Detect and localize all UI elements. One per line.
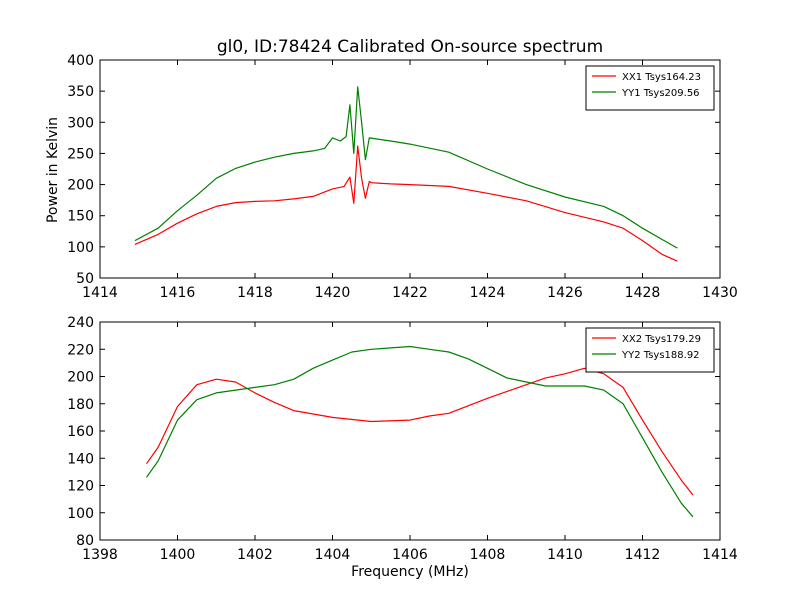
x-axis-label: Frequency (MHz) bbox=[351, 564, 469, 580]
legend-2: XX2 Tsys179.29 YY2 Tsys188.92 bbox=[585, 327, 715, 373]
x-tick-label: 1398 bbox=[82, 547, 118, 563]
legend-entry: YY1 Tsys209.56 bbox=[621, 88, 700, 99]
y-tick-label: 400 bbox=[67, 53, 94, 69]
y-tick-label: 350 bbox=[67, 84, 94, 100]
series-line-2-2 bbox=[146, 345, 694, 518]
y-tick-label: 220 bbox=[67, 342, 94, 358]
y-tick-label: 250 bbox=[67, 146, 94, 162]
x-tick-label: 1430 bbox=[702, 285, 738, 301]
x-tick-label: 1408 bbox=[470, 547, 506, 563]
series-line-1-2 bbox=[134, 86, 678, 249]
x-tick-label: 1412 bbox=[625, 547, 661, 563]
x-tick-label: 1414 bbox=[702, 547, 738, 563]
y-tick-label: 180 bbox=[67, 397, 94, 413]
x-tick-label: 1402 bbox=[237, 547, 273, 563]
x-tick-label: 1414 bbox=[82, 285, 118, 301]
y-tick-label: 160 bbox=[67, 424, 94, 440]
chart-title: gl0, ID:78424 Calibrated On-source spect… bbox=[217, 37, 603, 57]
y-tick-label: 140 bbox=[67, 451, 94, 467]
x-tick-label: 1428 bbox=[625, 285, 661, 301]
y-tick-label: 200 bbox=[67, 370, 94, 386]
x-tick-label: 1400 bbox=[160, 547, 196, 563]
y-tick-label: 150 bbox=[67, 209, 94, 225]
x-tick-label: 1422 bbox=[392, 285, 428, 301]
chart-panels: 1414 1416 1418 1420 1422 1424 1426 1428 1430 50 10… bbox=[67, 53, 738, 563]
y-axis-label: Power in Kelvin bbox=[45, 117, 61, 223]
y-tick-label: 240 bbox=[67, 315, 94, 331]
panel-2: 1398 1400 1402 1404 1406 1408 1410 1412 1414 80 10… bbox=[67, 315, 738, 563]
legend-1: XX1 Tsys164.23 YY1 Tsys209.56 bbox=[585, 65, 715, 111]
x-tick-label: 1406 bbox=[392, 547, 428, 563]
series-line-2-1 bbox=[146, 367, 694, 496]
legend-box bbox=[585, 65, 715, 111]
panel-1: 1414 1416 1418 1420 1422 1424 1426 1428 1430 50 10… bbox=[67, 53, 738, 301]
x-tick-label: 1410 bbox=[547, 547, 583, 563]
legend-entry: XX2 Tsys179.29 bbox=[622, 334, 701, 345]
x-tick-label: 1404 bbox=[315, 547, 351, 563]
x-tick-label: 1416 bbox=[160, 285, 196, 301]
x-tick-label: 1418 bbox=[237, 285, 273, 301]
y-tick-label: 120 bbox=[67, 479, 94, 495]
y-tick-label: 300 bbox=[67, 115, 94, 131]
x-tick-label: 1426 bbox=[547, 285, 583, 301]
legend-entry: YY2 Tsys188.92 bbox=[621, 350, 700, 361]
y-tick-label: 100 bbox=[67, 506, 94, 522]
legend-box bbox=[585, 327, 715, 373]
y-tick-label: 80 bbox=[76, 533, 94, 549]
y-tick-label: 200 bbox=[67, 178, 94, 194]
x-tick-label: 1420 bbox=[315, 285, 351, 301]
x-tick-label: 1424 bbox=[470, 285, 506, 301]
y-tick-label: 50 bbox=[76, 271, 94, 287]
y-tick-label: 100 bbox=[67, 240, 94, 256]
series-line-1-1 bbox=[134, 145, 678, 262]
legend-entry: XX1 Tsys164.23 bbox=[622, 72, 701, 83]
